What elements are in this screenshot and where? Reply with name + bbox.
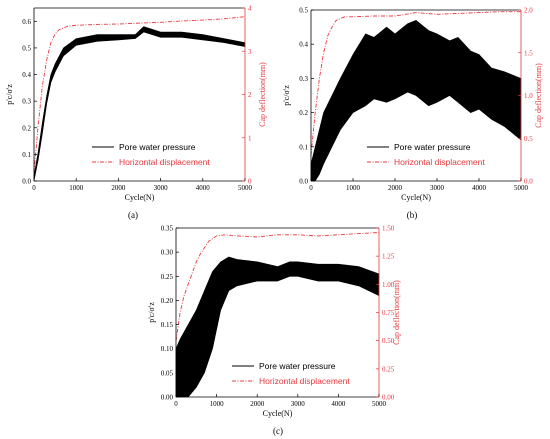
x-tick-label: 3000 xyxy=(291,400,306,408)
legend: Pore water pressure Horizontal displaceme… xyxy=(92,142,210,167)
y-right-tick-label: 1 xyxy=(248,134,252,142)
y-left-tick-label: 0.5 xyxy=(22,44,31,52)
y-left-tick-label: 0.3 xyxy=(299,75,308,83)
y-right-tick-label: 4 xyxy=(248,5,252,13)
horizontal-displacement-line xyxy=(310,11,521,156)
x-tick-label: 4000 xyxy=(472,184,487,192)
x-tick-label: 1000 xyxy=(210,400,225,408)
y-right-tick-label: 3 xyxy=(248,48,252,56)
legend: Pore water pressure Horizontal displaceme… xyxy=(367,142,485,167)
x-tick-label: 0 xyxy=(309,184,313,192)
legend-label-pore: Pore water pressure xyxy=(394,142,471,152)
y-left-tick-label: 0.1 xyxy=(299,143,308,151)
y-right-tick-label: 2.0 xyxy=(524,7,533,15)
y-left-tick-label: 0.20 xyxy=(161,297,174,305)
chart-panel-2: 0 1000 2000 3000 4000 50000.00.10.20.30.40.50… xyxy=(282,7,543,221)
y-right-tick-label: 0.00 xyxy=(382,394,395,402)
x-tick-label: 1000 xyxy=(69,184,84,192)
y-left-tick-label: 0.2 xyxy=(22,124,31,132)
legend-label-disp: Horizontal displacement xyxy=(259,376,350,386)
y-left-axis-label: p'c/σ'z xyxy=(282,85,291,106)
y-right-tick-label: 0 xyxy=(248,178,252,186)
y-left-tick-label: 0.6 xyxy=(22,18,31,26)
legend-label-pore: Pore water pressure xyxy=(259,361,336,371)
x-tick-label: 5000 xyxy=(372,400,387,408)
x-tick-label: 3000 xyxy=(430,184,445,192)
x-tick-label: 0 xyxy=(174,400,178,408)
y-right-axis-label: Cap deflection(mm) xyxy=(258,62,267,127)
x-tick-label: 4000 xyxy=(196,184,211,192)
y-right-tick-label: 1.25 xyxy=(382,253,395,261)
x-axis-label: Cycle(N) xyxy=(263,409,293,418)
y-left-tick-label: 0.2 xyxy=(299,109,308,117)
y-right-tick-label: 0.75 xyxy=(382,309,395,317)
x-tick-label: 2000 xyxy=(388,184,403,192)
y-left-tick-label: 0.5 xyxy=(299,7,308,15)
y-right-tick-label: 0.0 xyxy=(524,178,533,186)
x-tick-label: 2000 xyxy=(111,184,126,192)
y-right-tick-label: 0.5 xyxy=(524,135,533,143)
y-right-tick-label: 1.00 xyxy=(382,281,395,289)
chart-panel-1: 0 1000 2000 3000 4000 5000 0.0 0.1 0.2 0.3 0.4 0.5 0… xyxy=(5,5,267,221)
y-left-tick-label: 0.35 xyxy=(161,225,174,233)
y-right-axis-label: Cap deflection(mm) xyxy=(392,280,401,345)
y-left-tick-label: 0.25 xyxy=(161,273,174,281)
y-left-tick-label: 0.1 xyxy=(22,151,31,159)
y-left-tick-label: 0.00 xyxy=(161,394,174,402)
x-axis-label: Cycle(N) xyxy=(401,193,431,202)
y-left-tick-label: 0.4 xyxy=(22,71,31,79)
chart-panel-3: 0 1000 2000 3000 4000 50000.000.050.100.150.2… xyxy=(147,225,401,437)
y-left-tick-label: 0.15 xyxy=(161,321,174,329)
y-left-tick-label: 0.05 xyxy=(161,369,174,377)
x-tick-label: 2000 xyxy=(250,400,265,408)
y-left-tick-label: 0.30 xyxy=(161,249,174,257)
panel-label: (a) xyxy=(128,210,138,220)
y-left-tick-label: 0.0 xyxy=(299,178,308,186)
x-tick-label: 5000 xyxy=(514,184,529,192)
panel-label: (b) xyxy=(407,210,418,220)
panel-label: (c) xyxy=(273,426,283,436)
legend-label-disp: Horizontal displacement xyxy=(394,157,485,167)
x-axis-label: Cycle(N) xyxy=(125,193,155,202)
y-right-tick-label: 1.5 xyxy=(524,49,533,57)
legend-label-pore: Pore water pressure xyxy=(119,142,196,152)
y-right-tick-label: 0.50 xyxy=(382,337,395,345)
y-right-axis-label: Cap deflection(mm) xyxy=(534,63,543,128)
y-right-tick-label: 0.25 xyxy=(382,365,395,373)
x-tick-label: 4000 xyxy=(331,400,346,408)
y-left-tick-label: 0.3 xyxy=(22,98,31,106)
x-tick-label: 1000 xyxy=(346,184,361,192)
y-right-tick-label: 2 xyxy=(248,91,252,99)
y-left-tick-label: 0.10 xyxy=(161,345,174,353)
y-left-tick-label: 0.0 xyxy=(22,178,31,186)
legend: Pore water pressure Horizontal displaceme… xyxy=(232,361,350,386)
y-left-axis-label: p'c/σ'z xyxy=(5,84,14,105)
x-tick-label: 3000 xyxy=(154,184,169,192)
x-tick-label: 0 xyxy=(32,184,36,192)
y-left-axis-label: p'c/σ'z xyxy=(147,302,156,323)
y-right-tick-label: 1.50 xyxy=(382,225,395,233)
horizontal-displacement-line xyxy=(33,16,246,173)
y-right-tick-label: 1.0 xyxy=(524,92,533,100)
legend-label-disp: Horizontal displacement xyxy=(119,157,210,167)
x-tick-label: 5000 xyxy=(238,184,253,192)
y-left-tick-label: 0.4 xyxy=(299,41,308,49)
